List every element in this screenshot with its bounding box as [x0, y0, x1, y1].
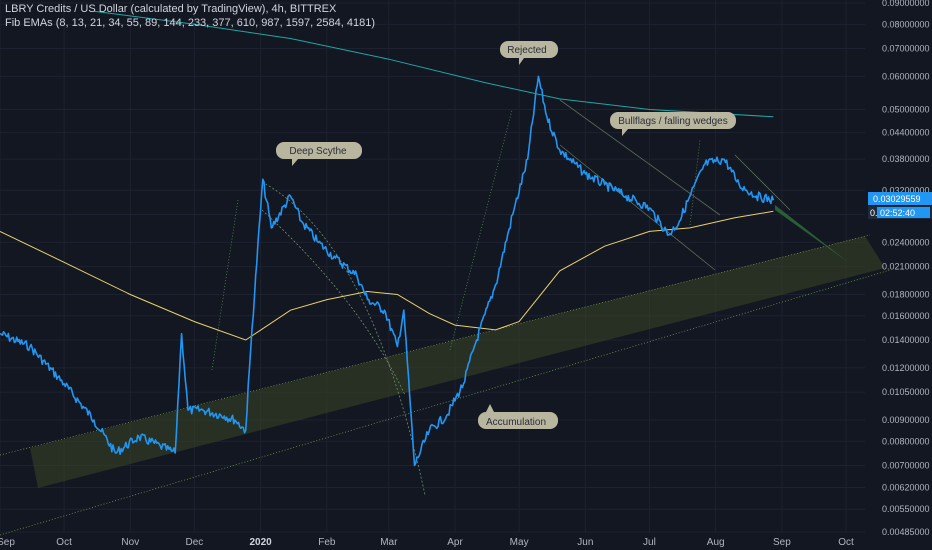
- y-tick-label: 0.01400000: [882, 335, 930, 345]
- y-tick-label: 0.00800000: [882, 436, 930, 446]
- wedge-upper-line: [734, 154, 791, 211]
- channel-lower-line: [0, 269, 891, 536]
- y-tick-label: 0.00900000: [882, 415, 930, 425]
- last-price-value: 0.03029559: [873, 194, 921, 204]
- callout-accumulation: Accumulation: [478, 404, 558, 429]
- y-tick-label: 0.07000000: [882, 44, 930, 54]
- ascending-channel: [0, 234, 891, 536]
- callout-deep-scythe: Deep Scythe: [276, 142, 362, 166]
- x-tick-label: 2020: [250, 537, 273, 548]
- x-tick-label: Mar: [380, 537, 398, 548]
- channel-upper-line: [0, 234, 871, 456]
- dotted-impulse-line-2: [449, 109, 513, 351]
- x-tick-label: Nov: [121, 537, 139, 548]
- scythe-curve-inner: [261, 209, 406, 396]
- ema-teal-line: [93, 10, 774, 118]
- indicator-legend[interactable]: Fib EMAs (8, 13, 21, 34, 55, 89, 144, 23…: [5, 17, 375, 29]
- callout-label: Rejected: [507, 45, 546, 56]
- dotted-impulse-line-1: [211, 199, 239, 371]
- x-tick-label: Jul: [643, 537, 656, 548]
- scythe-curve-outer: [261, 181, 426, 496]
- y-tick-label: 0.05000000: [882, 104, 930, 114]
- y-tick-label: 0.06000000: [882, 71, 930, 81]
- y-tick-label: 0.01800000: [882, 289, 930, 299]
- x-tick-label: Oct: [56, 537, 72, 548]
- last-price-tag: 0.03029559: [868, 192, 932, 205]
- x-tick-label: Oct: [838, 537, 854, 548]
- callout-label: Bullflags / falling wedges: [618, 116, 728, 127]
- x-tick-label: Sep: [0, 537, 15, 548]
- y-tick-label: 0.02400000: [882, 237, 930, 247]
- y-tick-label: 0.01600000: [882, 311, 930, 321]
- y-tick-label: 0.04400000: [882, 128, 930, 138]
- chart-title: LBRY Credits / US Dollar (calculated by …: [5, 3, 337, 15]
- channel-band: [30, 236, 885, 488]
- y-tick-label: 0.03200000: [882, 185, 930, 195]
- callout-label: Deep Scythe: [289, 146, 347, 157]
- price-axis[interactable]: 0.09000000 0.08000000 0.07000000 0.06000000…: [882, 0, 930, 537]
- x-tick-label: Aug: [707, 537, 725, 548]
- bullflag-upper-line: [559, 99, 721, 216]
- callout-bullflags: Bullflags / falling wedges: [610, 112, 736, 136]
- countdown-tag: 0. 02:52:40: [868, 206, 932, 219]
- time-axis[interactable]: Sep Oct Nov Dec 2020 Feb Mar Apr May Jun Jul Aug Sep…: [0, 537, 854, 548]
- bullflag-lower-line: [559, 144, 716, 271]
- callout-label: Accumulation: [486, 417, 546, 428]
- callout-rejected: Rejected: [500, 41, 558, 65]
- y-tick-label: 0.02100000: [882, 262, 930, 272]
- x-tick-label: Feb: [318, 537, 336, 548]
- y-tick-label: 0.00620000: [882, 483, 930, 493]
- x-tick-label: Apr: [447, 537, 463, 548]
- y-tick-label: 0.09000000: [882, 0, 930, 8]
- price-line: [0, 75, 775, 467]
- x-tick-label: Jun: [577, 537, 593, 548]
- drawn-trendlines: [211, 99, 848, 496]
- x-tick-label: Sep: [773, 537, 791, 548]
- y-tick-label: 0.08000000: [882, 19, 930, 29]
- y-tick-label: 0.01200000: [882, 363, 930, 373]
- y-tick-label: 0.00700000: [882, 461, 930, 471]
- ema-long-line: [0, 210, 774, 341]
- y-tick-label: 0.03800000: [882, 154, 930, 164]
- y-tick-label: 0.01050000: [882, 387, 930, 397]
- y-tick-label: 0.00485000: [882, 527, 930, 537]
- x-tick-label: May: [510, 537, 529, 548]
- falling-wedge-projection: [775, 205, 848, 262]
- countdown-prefix: 0.: [870, 208, 878, 218]
- y-tick-label: 0.00550000: [882, 504, 930, 514]
- x-tick-label: Dec: [186, 537, 204, 548]
- countdown-value: 02:52:40: [880, 208, 915, 218]
